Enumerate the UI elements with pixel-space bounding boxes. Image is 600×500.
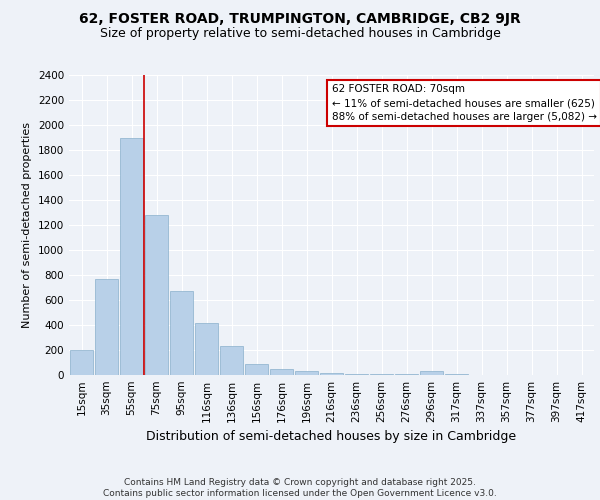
Bar [370,374,393,375]
Bar [120,138,143,375]
Bar [70,350,93,375]
Bar [320,372,343,375]
Bar [445,374,468,375]
Y-axis label: Number of semi-detached properties: Number of semi-detached properties [22,122,32,328]
Bar [145,215,168,375]
Bar [270,369,293,375]
Bar [345,374,368,375]
Text: Contains HM Land Registry data © Crown copyright and database right 2025.
Contai: Contains HM Land Registry data © Crown c… [103,478,497,498]
Bar [220,346,243,375]
Text: 62, FOSTER ROAD, TRUMPINGTON, CAMBRIDGE, CB2 9JR: 62, FOSTER ROAD, TRUMPINGTON, CAMBRIDGE,… [79,12,521,26]
Text: 62 FOSTER ROAD: 70sqm
← 11% of semi-detached houses are smaller (625)
88% of sem: 62 FOSTER ROAD: 70sqm ← 11% of semi-deta… [331,84,596,122]
X-axis label: Distribution of semi-detached houses by size in Cambridge: Distribution of semi-detached houses by … [146,430,517,444]
Text: Size of property relative to semi-detached houses in Cambridge: Size of property relative to semi-detach… [100,28,500,40]
Bar [420,370,443,375]
Bar [295,371,318,375]
Bar [195,322,218,375]
Bar [245,364,268,375]
Bar [395,374,418,375]
Bar [170,291,193,375]
Bar [95,279,118,375]
